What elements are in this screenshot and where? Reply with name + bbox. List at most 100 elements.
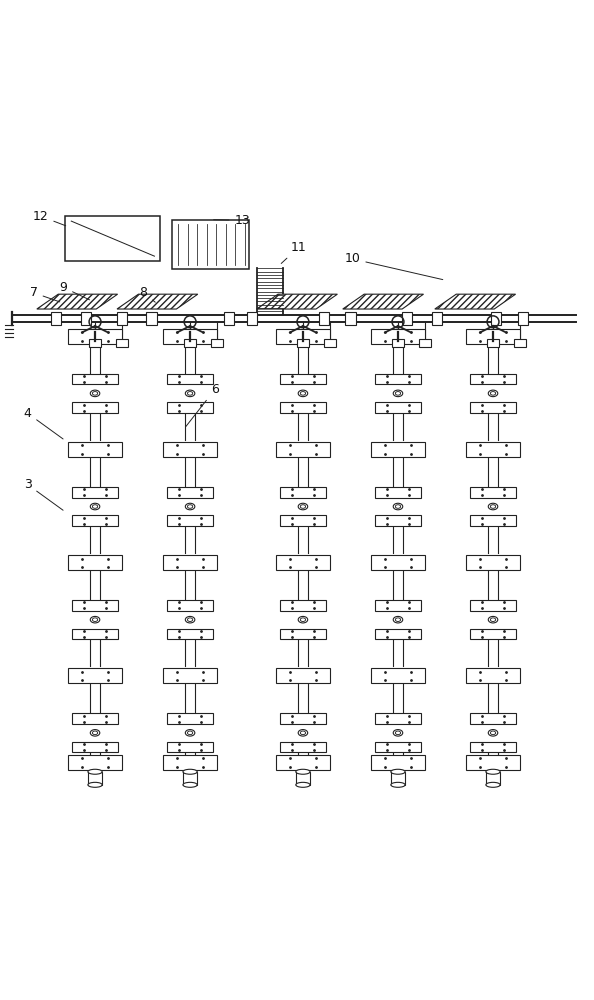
Bar — [81, 312, 91, 325]
Ellipse shape — [298, 390, 308, 397]
Text: 3: 3 — [24, 478, 63, 510]
Ellipse shape — [90, 390, 100, 397]
Ellipse shape — [488, 503, 498, 510]
Bar — [72, 629, 118, 639]
Bar — [431, 312, 441, 325]
Bar — [466, 755, 520, 770]
Bar — [65, 216, 160, 261]
Bar — [514, 339, 526, 347]
Bar — [172, 220, 249, 269]
Bar — [280, 487, 326, 498]
Bar — [371, 329, 425, 344]
Bar — [168, 402, 213, 413]
Bar — [72, 402, 118, 413]
Ellipse shape — [88, 782, 102, 787]
Ellipse shape — [491, 618, 495, 621]
Bar — [402, 312, 412, 325]
Bar — [470, 713, 516, 724]
Bar — [89, 339, 101, 347]
Bar — [466, 555, 520, 570]
Bar — [72, 600, 118, 611]
Bar — [247, 312, 257, 325]
Ellipse shape — [183, 782, 197, 787]
Bar — [68, 442, 122, 457]
Bar — [146, 312, 157, 325]
Bar — [280, 713, 326, 724]
Bar — [375, 487, 421, 498]
Bar — [72, 487, 118, 498]
Bar — [276, 755, 330, 770]
Ellipse shape — [486, 782, 500, 787]
Bar — [168, 713, 213, 724]
Bar — [466, 442, 520, 457]
Bar — [466, 329, 520, 344]
Bar — [470, 374, 516, 384]
Ellipse shape — [188, 392, 192, 395]
Bar — [346, 312, 355, 325]
Ellipse shape — [185, 730, 195, 736]
Bar — [419, 339, 431, 347]
Bar — [276, 555, 330, 570]
Ellipse shape — [393, 503, 403, 510]
Ellipse shape — [396, 618, 400, 621]
Text: 13: 13 — [214, 214, 251, 227]
Bar — [72, 742, 118, 752]
Text: 10: 10 — [345, 252, 443, 280]
Bar — [68, 755, 122, 770]
Bar — [168, 629, 213, 639]
Ellipse shape — [396, 392, 400, 395]
Ellipse shape — [488, 390, 498, 397]
Polygon shape — [117, 294, 198, 309]
Bar — [375, 374, 421, 384]
Bar — [88, 772, 102, 785]
Bar — [163, 755, 217, 770]
Text: 7: 7 — [30, 286, 60, 302]
Ellipse shape — [491, 731, 495, 735]
Ellipse shape — [188, 505, 192, 508]
Ellipse shape — [90, 503, 100, 510]
Bar — [163, 555, 217, 570]
Bar — [375, 402, 421, 413]
Ellipse shape — [298, 503, 308, 510]
Ellipse shape — [491, 505, 495, 508]
Ellipse shape — [183, 769, 197, 774]
Ellipse shape — [185, 390, 195, 397]
Polygon shape — [37, 294, 118, 309]
Bar — [280, 402, 326, 413]
Bar — [391, 772, 405, 785]
Polygon shape — [257, 294, 337, 309]
Bar — [168, 742, 213, 752]
Bar — [470, 742, 516, 752]
Bar — [168, 515, 213, 526]
Bar — [211, 339, 223, 347]
Bar — [168, 487, 213, 498]
Ellipse shape — [301, 392, 305, 395]
Text: 4: 4 — [24, 407, 63, 439]
Ellipse shape — [296, 769, 310, 774]
Bar — [296, 772, 310, 785]
Text: 6: 6 — [186, 383, 219, 427]
Ellipse shape — [301, 505, 305, 508]
Text: 12: 12 — [33, 210, 66, 226]
Bar — [163, 668, 217, 683]
Ellipse shape — [188, 731, 192, 735]
Bar — [319, 312, 329, 325]
Ellipse shape — [88, 769, 102, 774]
Bar — [324, 339, 336, 347]
Bar — [280, 515, 326, 526]
Ellipse shape — [298, 730, 308, 736]
Ellipse shape — [296, 782, 310, 787]
Bar — [72, 515, 118, 526]
Bar — [375, 629, 421, 639]
Bar — [470, 402, 516, 413]
Ellipse shape — [391, 769, 405, 774]
Bar — [470, 600, 516, 611]
Bar — [51, 312, 61, 325]
Ellipse shape — [393, 390, 403, 397]
Ellipse shape — [90, 730, 100, 736]
Bar — [163, 442, 217, 457]
Polygon shape — [435, 294, 516, 309]
Bar — [68, 668, 122, 683]
Bar — [371, 668, 425, 683]
Text: 9: 9 — [59, 281, 90, 300]
